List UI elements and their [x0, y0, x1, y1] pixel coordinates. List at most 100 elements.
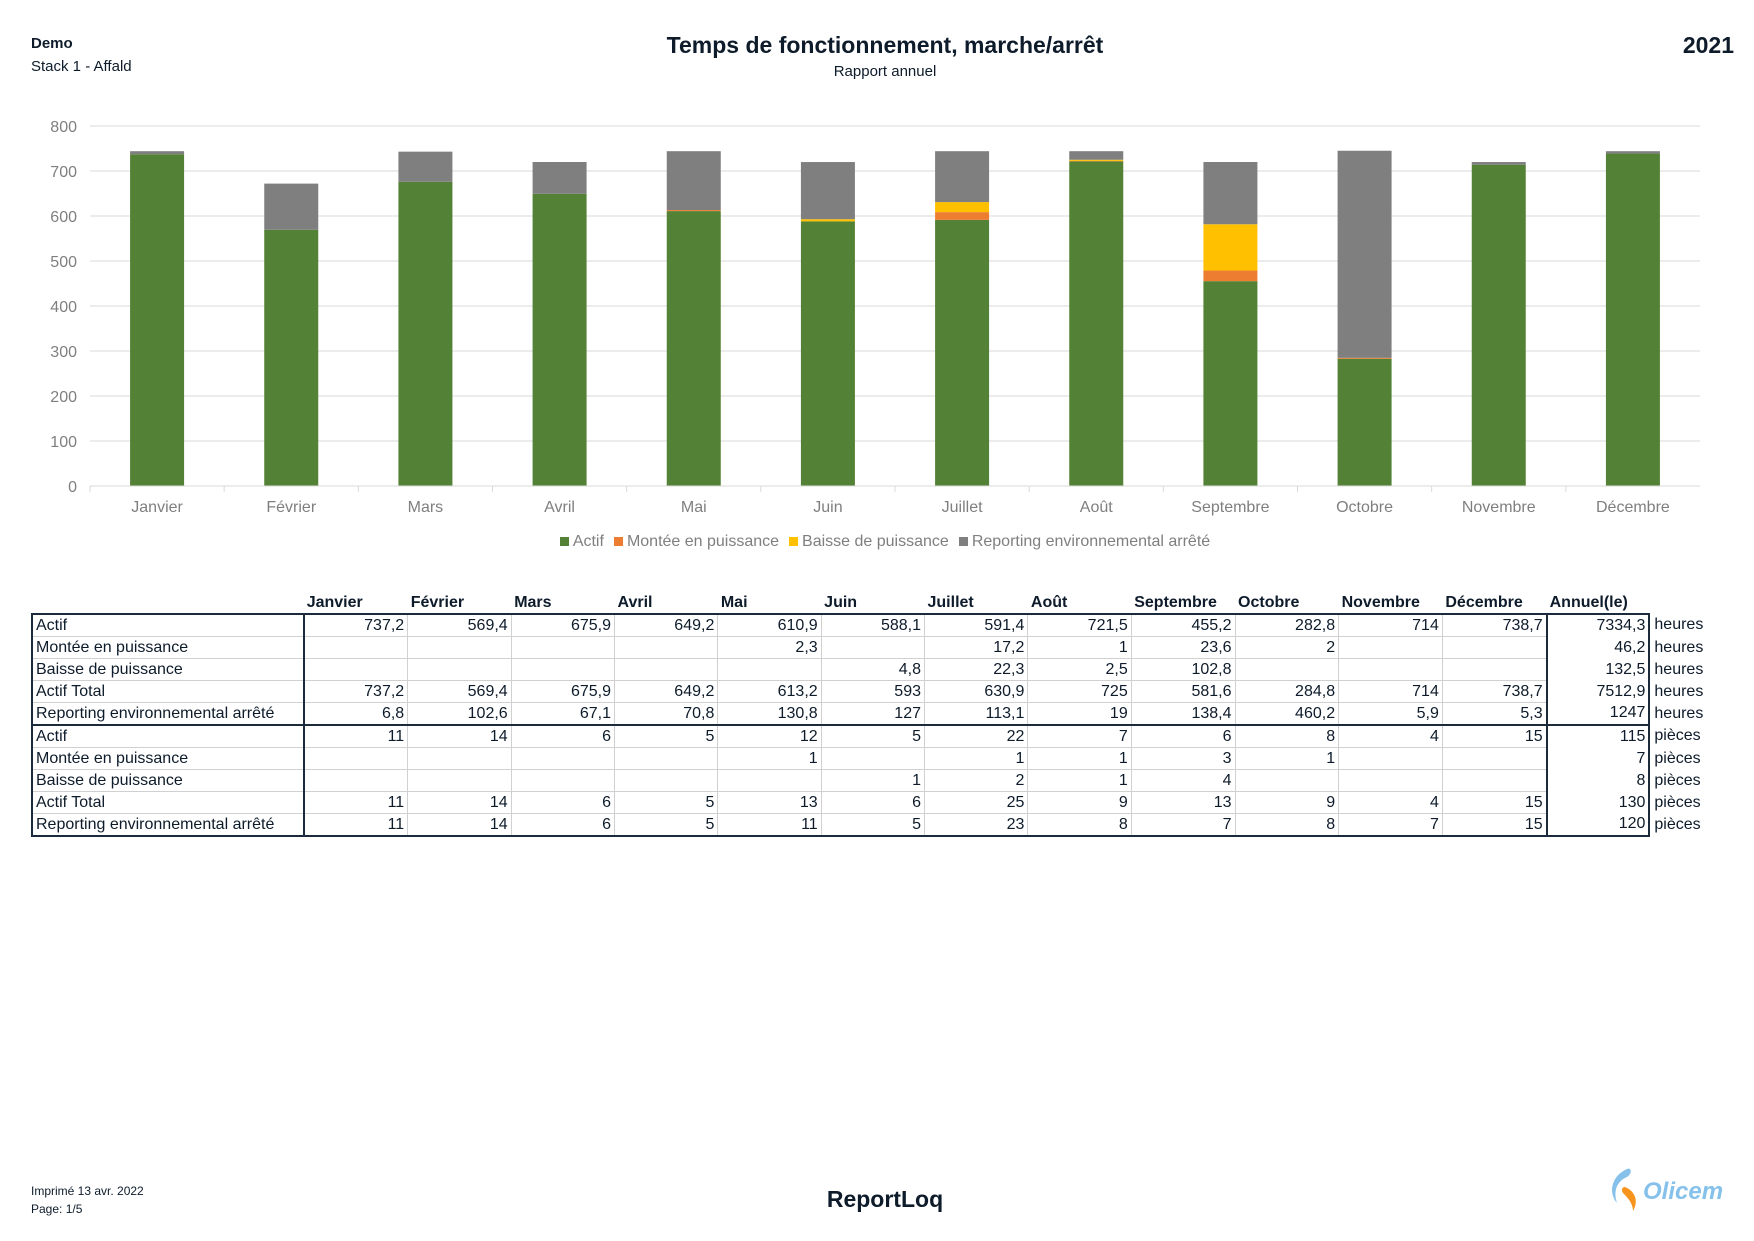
bar-segment-baisse-de-puissance — [1203, 224, 1258, 271]
bar-segment-actif — [1337, 358, 1392, 486]
bar-segment-reporting-environnemental-arr-t- — [1471, 162, 1526, 165]
annual-total: 132,5 — [1545, 658, 1651, 681]
cell-value: 581,6 — [1130, 680, 1236, 703]
legend-swatch — [559, 537, 569, 546]
y-tick-label: 500 — [50, 254, 77, 271]
cell-value — [303, 636, 409, 659]
row-label: Actif — [31, 724, 305, 748]
bar-segment-mont-e-en-puissance — [1337, 357, 1392, 359]
x-tick-label: Janvier — [131, 499, 183, 516]
x-tick-label: Juin — [813, 499, 842, 516]
cell-value: 2 — [1234, 636, 1340, 659]
header-left: Demo Stack 1 - Affald — [31, 32, 132, 78]
cell-value: 721,5 — [1027, 613, 1132, 637]
cell-value: 591,4 — [923, 613, 1029, 637]
column-header: Mars — [514, 593, 552, 611]
brand-name: ReportLoq — [826, 1186, 944, 1212]
cell-value — [614, 747, 719, 770]
cell-value: 130,8 — [717, 702, 822, 726]
cell-value — [820, 636, 926, 659]
annual-total: 7 — [1545, 747, 1651, 770]
cell-value — [1234, 658, 1340, 681]
cell-value — [510, 636, 616, 659]
annual-total: 46,2 — [1545, 636, 1651, 659]
legend-label: Montée en puissance — [626, 533, 780, 550]
y-tick-label: 300 — [50, 344, 77, 361]
cell-value: 15 — [1441, 791, 1548, 814]
cell-value: 284,8 — [1234, 680, 1340, 703]
row-label: Actif Total — [31, 791, 305, 814]
cell-value: 7 — [1338, 813, 1443, 837]
cell-value: 15 — [1441, 813, 1548, 837]
cell-value: 8 — [1234, 724, 1340, 748]
cell-value: 6 — [510, 813, 616, 837]
y-tick-label: 100 — [50, 434, 77, 451]
annual-total: 120 — [1545, 813, 1651, 837]
cell-value: 9 — [1027, 791, 1132, 814]
column-header: Juillet — [927, 593, 974, 611]
row-label: Baisse de puissance — [31, 769, 305, 792]
page-number: Page: 1/5 — [31, 1202, 83, 1216]
cell-value: 5 — [820, 724, 926, 748]
column-header: Avril — [617, 593, 653, 611]
annual-total: 7334,3 — [1545, 613, 1651, 637]
cell-value: 15 — [1441, 724, 1548, 748]
x-tick-label: Février — [266, 499, 316, 516]
x-tick-label: Mars — [408, 499, 444, 516]
cell-value — [407, 658, 512, 681]
row-label: Reporting environnemental arrêté — [31, 813, 305, 837]
cell-value: 5 — [614, 813, 719, 837]
cell-value: 113,1 — [923, 702, 1029, 726]
cell-value: 5 — [820, 813, 926, 837]
table-row: Reporting environnemental arrêté 6,8 102,6… — [31, 702, 1753, 726]
cell-value: 5 — [614, 791, 719, 814]
cell-value: 4 — [1338, 791, 1443, 814]
row-label: Actif — [31, 613, 305, 637]
table-row: Montée en puissance 2,3 17,2 1 23,6 2 46,2 heur… — [31, 636, 1753, 659]
legend-swatch — [958, 537, 968, 546]
cell-value: 593 — [820, 680, 926, 703]
cell-value — [1441, 769, 1548, 792]
bar-segment-actif — [666, 211, 721, 486]
cell-value: 1 — [1027, 769, 1132, 792]
table-row: Baisse de puissance 1 2 1 4 8 pièces — [31, 769, 1753, 792]
stacked-bar-chart: 0 100 200 300 400 500 600 700 800 Janvier Février M… — [50, 119, 1700, 516]
cell-value: 738,7 — [1441, 613, 1548, 637]
column-header: Mai — [720, 593, 748, 611]
cell-value — [614, 636, 719, 659]
cell-value — [1338, 747, 1443, 770]
cell-value — [1338, 658, 1443, 681]
cell-value: 102,8 — [1130, 658, 1236, 681]
printed-date: Imprimé 13 avr. 2022 — [31, 1184, 144, 1198]
cell-value: 6 — [820, 791, 926, 814]
cell-value: 649,2 — [614, 613, 719, 637]
cell-value: 282,8 — [1234, 613, 1340, 637]
bar-segment-reporting-environnemental-arr-t- — [800, 162, 855, 220]
cell-value — [510, 769, 616, 792]
cell-value: 11 — [303, 791, 409, 814]
cell-value: 2,3 — [717, 636, 822, 659]
x-tick-label: Décembre — [1596, 499, 1670, 516]
cell-value: 19 — [1027, 702, 1132, 726]
cell-value — [407, 747, 512, 770]
cell-value: 649,2 — [614, 680, 719, 703]
cell-value: 127 — [820, 702, 926, 726]
annual-total: 7512,9 — [1545, 680, 1651, 703]
table-row: Actif Total 737,2 569,4 675,9 649,2 613,2 593 6… — [31, 680, 1753, 703]
annual-total: 115 — [1545, 724, 1651, 748]
legend-item: Actif — [559, 533, 604, 551]
bar-segment-actif — [532, 193, 587, 487]
bar-segment-reporting-environnemental-arr-t- — [398, 151, 453, 182]
unit-label: pièces — [1654, 815, 1701, 833]
cell-value: 6,8 — [303, 702, 409, 726]
cell-value: 714 — [1338, 613, 1443, 637]
column-header: Annuel(le) — [1549, 593, 1628, 611]
cell-value: 588,1 — [820, 613, 926, 637]
cell-value: 14 — [407, 813, 512, 837]
cell-value — [1441, 636, 1548, 659]
cell-value: 738,7 — [1441, 680, 1548, 703]
footer-info: Imprimé 13 avr. 2022 Page: 1/5 — [31, 1182, 144, 1218]
bar-segment-actif — [1605, 153, 1660, 486]
cell-value — [303, 747, 409, 770]
cell-value: 11 — [303, 813, 409, 837]
